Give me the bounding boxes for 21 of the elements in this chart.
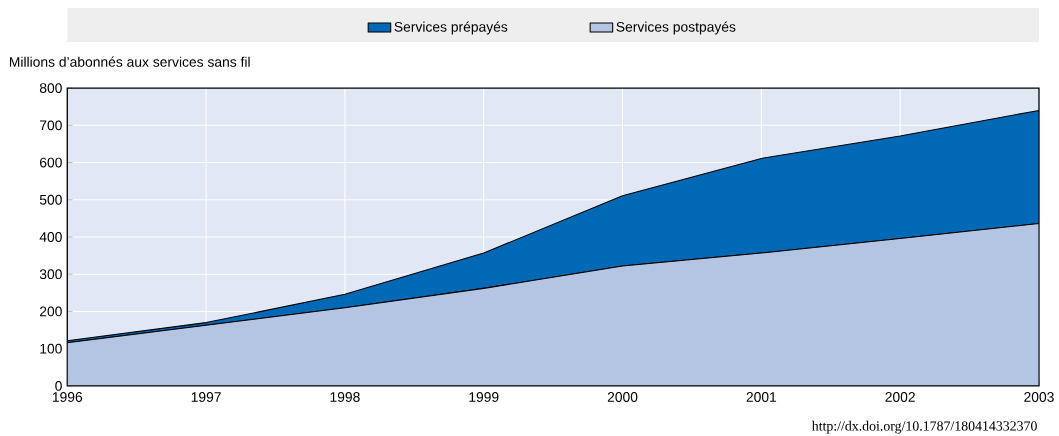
text: http://dx.doi.org/10.1787/180414332370 [811,420,1037,434]
x-tick-label: 2000 [607,391,638,402]
x-tick-label: 2003 [1024,391,1054,402]
y-tick-label: 800 [39,83,62,93]
y-tick-label: 200 [40,306,62,317]
y-tick-label: 400 [39,231,62,242]
x-tick-label: 1996 [52,391,83,402]
x-tick-label: 2001 [746,391,777,402]
y-tick-label: 700 [40,120,62,131]
x-tick-label: 2002 [885,391,915,402]
legend-label: Services postpayés [616,21,736,35]
x-tick-label: 1999 [469,391,499,402]
legend-label: Services prépayés [394,21,508,35]
x-tick-label: 1998 [330,391,360,402]
y-tick-label: 100 [40,343,62,354]
x-tick-label: 1997 [191,391,221,402]
y-tick-label: 0 [55,380,62,391]
y-tick-label: 600 [40,157,62,168]
y-axis-title: Millions d’abonnés aux services sans fil [9,56,250,67]
y-tick-label: 500 [39,194,62,205]
y-tick-label: 300 [39,269,62,279]
